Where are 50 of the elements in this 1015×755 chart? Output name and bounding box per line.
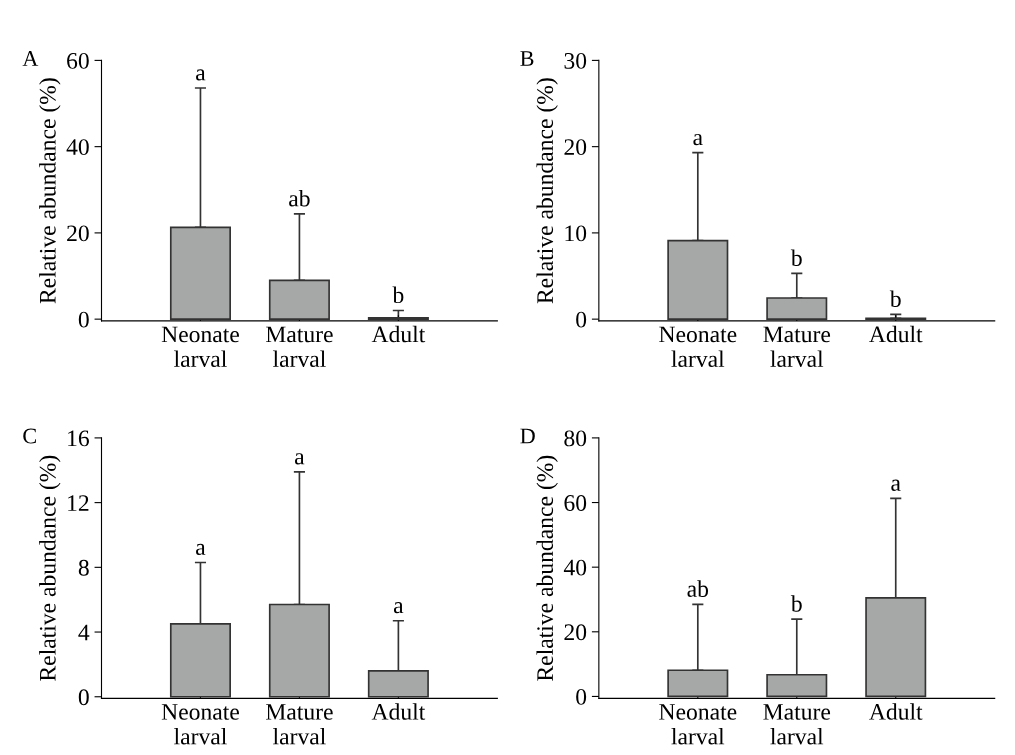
annotation: ab xyxy=(289,189,310,207)
annotation: b xyxy=(889,290,901,308)
x-tick-label: Neonate larval xyxy=(161,704,239,745)
x-tick-label: Mature larval xyxy=(763,704,831,745)
annotation: a xyxy=(196,543,206,556)
y-tick-label: 60 xyxy=(67,52,89,69)
annotation: a xyxy=(295,453,305,465)
x-tick-label: Adult xyxy=(869,703,923,720)
annotation: b xyxy=(392,286,404,304)
annotation: b xyxy=(790,249,802,267)
annotation: ab xyxy=(687,580,709,597)
y-tick-label: 30 xyxy=(564,52,587,69)
y-tick-label: 8 xyxy=(78,559,89,576)
chart-title: D xyxy=(520,428,535,444)
y-tick-label: 20 xyxy=(67,225,89,242)
chart-title: C xyxy=(23,428,36,444)
x-tick-label: Adult xyxy=(371,703,426,720)
x-tick-label: Neonate larval xyxy=(161,326,239,368)
y-tick-label: 16 xyxy=(68,430,89,447)
x-tick-label: Neonate larval xyxy=(659,326,737,368)
x-tick-label: Mature larval xyxy=(266,326,333,368)
annotation: a xyxy=(891,479,901,491)
y-axis-title: Relative abundance (%) xyxy=(39,455,61,681)
x-tick-label: Adult xyxy=(371,325,426,343)
x-tick-label: Mature larval xyxy=(266,704,333,745)
y-tick-label: 20 xyxy=(564,624,587,641)
x-tick-label: Neonate larval xyxy=(659,704,737,745)
annotation: a xyxy=(693,133,703,146)
y-tick-label: 10 xyxy=(565,225,587,242)
y-axis-title: Relative abundance (%) xyxy=(536,455,558,681)
y-tick-label: 4 xyxy=(78,624,90,641)
y-tick-label: 0 xyxy=(78,689,89,706)
y-tick-label: 0 xyxy=(78,311,89,328)
y-tick-label: 80 xyxy=(564,430,587,447)
x-tick-label: Mature larval xyxy=(763,326,831,368)
y-tick-label: 12 xyxy=(68,495,89,511)
chart-title: B xyxy=(520,51,534,66)
y-tick-label: 20 xyxy=(564,139,587,156)
y-axis-title: Relative abundance (%) xyxy=(39,78,61,304)
y-tick-label: 40 xyxy=(66,139,89,156)
y-tick-label: 40 xyxy=(563,559,587,576)
x-tick-label: Adult xyxy=(869,325,923,343)
y-axis-title: Relative abundance (%) xyxy=(536,78,558,304)
annotation: a xyxy=(393,602,404,614)
y-tick-label: 0 xyxy=(576,311,587,328)
annotation: a xyxy=(196,69,206,81)
chart-title: A xyxy=(22,51,39,66)
y-tick-label: 60 xyxy=(564,495,587,511)
y-tick-label: 0 xyxy=(576,688,587,705)
annotation: b xyxy=(790,595,802,612)
